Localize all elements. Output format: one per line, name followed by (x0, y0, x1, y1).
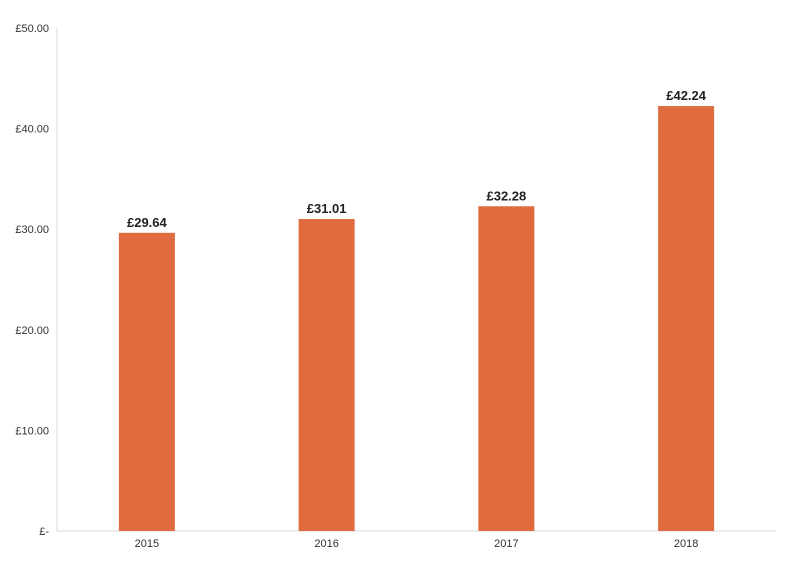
x-tick-label: 2018 (674, 538, 698, 550)
bar-value-label: £31.01 (307, 201, 347, 216)
y-tick-label: £20.00 (15, 325, 49, 337)
bar (478, 206, 535, 532)
y-tick-label: £50.00 (15, 23, 49, 35)
x-tick-label: 2017 (494, 538, 518, 550)
bar (658, 106, 715, 531)
y-tick-label: £10.00 (15, 425, 49, 437)
x-tick-label: 2016 (314, 538, 338, 550)
bar-value-label: £42.24 (666, 88, 707, 103)
bar (118, 232, 175, 531)
bar-value-label: £32.28 (486, 188, 526, 203)
x-axis-tick-labels: 2015 2016 2017 2018 (135, 538, 699, 550)
bar-value-label: £29.64 (127, 215, 168, 230)
bars (118, 106, 715, 532)
y-tick-label: £30.00 (15, 224, 49, 236)
x-tick-label: 2015 (135, 538, 159, 550)
y-axis-tick-labels: £- £10.00 £20.00 £30.00 £40.00 £50.00 (15, 23, 49, 538)
data-labels: £29.64 £31.01 £32.28 £42.24 (127, 88, 707, 230)
bar (298, 219, 355, 531)
y-tick-label: £- (39, 526, 49, 538)
y-tick-label: £40.00 (15, 124, 49, 136)
